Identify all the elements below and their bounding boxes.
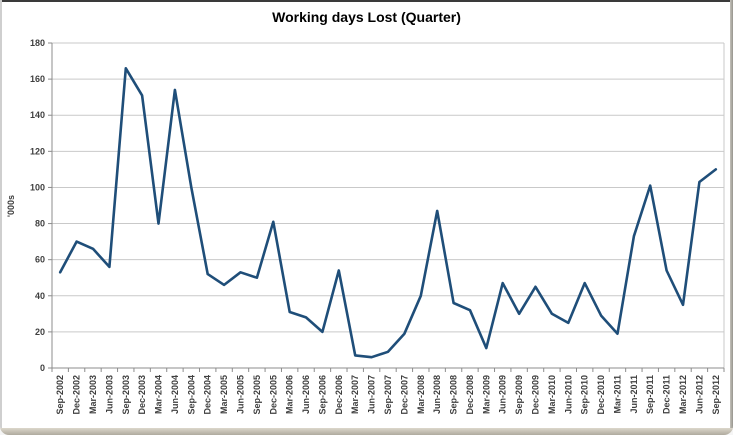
frame-right-border [730, 0, 733, 435]
x-axis-label: Dec-2006 [334, 375, 344, 415]
x-axis-label: Dec-2005 [268, 375, 278, 415]
x-axis-label: Sep-2009 [514, 375, 524, 415]
x-axis-label: Mar-2011 [612, 375, 622, 414]
x-axis-label: Sep-2005 [252, 375, 262, 415]
x-axis-label: Dec-2009 [531, 375, 541, 415]
y-axis-label: 160 [30, 74, 45, 84]
y-axis-title: '000s [6, 195, 16, 217]
x-axis-label: Sep-2004 [186, 375, 196, 415]
x-axis-label: Jun-2006 [301, 375, 311, 414]
x-axis-label: Jun-2005 [235, 375, 245, 414]
y-axis-label: 80 [35, 219, 45, 229]
x-axis-label: Dec-2007 [399, 375, 409, 415]
chart-title: Working days Lost (Quarter) [272, 9, 461, 25]
y-axis-label: 0 [40, 363, 45, 373]
y-axis-label: 140 [30, 110, 45, 120]
x-axis-label: Jun-2012 [694, 375, 704, 414]
x-axis-label: Sep-2011 [645, 375, 655, 414]
x-axis-label: Sep-2003 [121, 375, 131, 415]
y-axis-label: 100 [30, 182, 45, 192]
x-axis-label: Mar-2010 [547, 375, 557, 414]
x-axis-label: Sep-2012 [711, 375, 721, 415]
x-axis-label: Jun-2003 [104, 375, 114, 414]
x-axis-label: Sep-2008 [449, 375, 459, 415]
x-axis-label: Mar-2008 [416, 375, 426, 414]
x-axis-label: Jun-2011 [629, 375, 639, 414]
x-axis-label: Sep-2007 [383, 375, 393, 415]
x-axis-label: Jun-2010 [563, 375, 573, 414]
x-axis-label: Mar-2005 [219, 375, 229, 414]
x-axis-label: Mar-2012 [678, 375, 688, 414]
x-axis-label: Mar-2004 [154, 375, 164, 414]
x-axis-label: Dec-2008 [465, 375, 475, 415]
y-axis-label: 120 [30, 146, 45, 156]
x-axis-label: Sep-2006 [317, 375, 327, 415]
x-axis-label: Jun-2009 [498, 375, 508, 414]
x-axis-label: Mar-2006 [285, 375, 295, 414]
data-series-line [58, 67, 718, 359]
x-axis-label: Sep-2002 [55, 375, 65, 415]
x-axis-label: Dec-2010 [596, 375, 606, 415]
frame-top-border [0, 0, 733, 2]
x-axis-label: Mar-2009 [481, 375, 491, 414]
x-axis-label: Jun-2007 [367, 375, 377, 414]
x-axis-label: Dec-2004 [203, 375, 213, 415]
x-axis-label: Jun-2004 [170, 375, 180, 414]
x-axis-label: Dec-2003 [137, 375, 147, 415]
x-axis-label: Mar-2007 [350, 375, 360, 414]
x-axis-label: Sep-2010 [580, 375, 590, 415]
y-axis-label: 180 [30, 38, 45, 48]
x-axis-label: Dec-2002 [72, 375, 82, 415]
y-axis-label: 60 [35, 255, 45, 265]
frame-left-border [0, 0, 2, 435]
x-axis-label: Mar-2003 [88, 375, 98, 414]
y-axis-label: 40 [35, 291, 45, 301]
x-axis-label: Jun-2008 [432, 375, 442, 414]
x-axis-label: Dec-2011 [662, 375, 672, 414]
y-axis-label: 20 [35, 327, 45, 337]
frame-bottom-shadow [0, 428, 733, 435]
